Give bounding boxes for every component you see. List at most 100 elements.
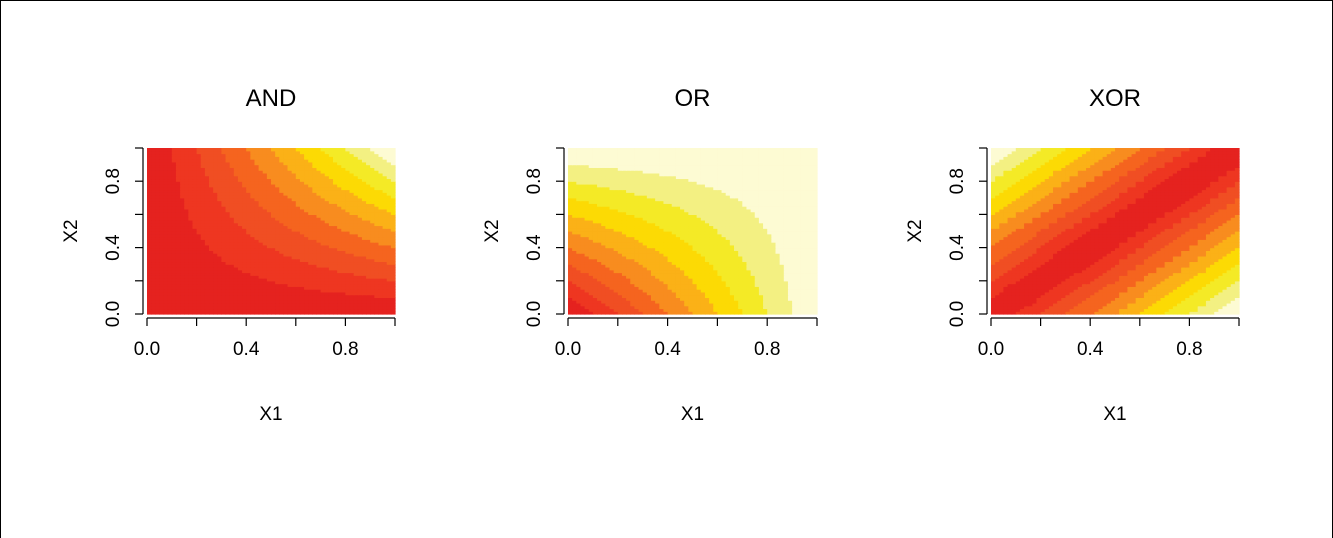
heatmap-cell (382, 305, 388, 310)
heatmap-cell (233, 203, 239, 207)
heatmap-cell (266, 192, 272, 196)
heatmap-cell (242, 175, 247, 180)
heatmap-cell (217, 275, 222, 279)
heatmap-cell (328, 305, 334, 310)
heatmap-cell (609, 305, 615, 310)
heatmap-cell (279, 244, 284, 249)
heatmap-cell (783, 289, 789, 293)
heatmap-cell (312, 150, 318, 155)
heatmap-cell (237, 278, 243, 282)
heatmap-cell (642, 300, 648, 304)
heatmap-cell (225, 289, 231, 293)
heatmap-cell (221, 219, 227, 224)
heatmap-cell (576, 269, 582, 274)
heatmap-cell (209, 264, 214, 268)
heatmap-cell (246, 297, 251, 301)
heatmap-cell (783, 280, 789, 285)
heatmap-cell (390, 200, 396, 204)
heatmap-cell (221, 280, 227, 285)
heatmap-cell (729, 272, 735, 276)
heatmap-cell (754, 269, 760, 274)
heatmap-cell (291, 181, 297, 185)
heatmap-cell (667, 275, 673, 279)
x-tick-label: 0.8 (332, 339, 358, 360)
heatmap-cell (188, 222, 194, 227)
heatmap-cell (580, 283, 586, 287)
heatmap-cell (655, 302, 660, 307)
heatmap-cell (713, 302, 718, 307)
heatmap-cell (771, 280, 777, 285)
heatmap-cell (250, 264, 256, 268)
heatmap-cell (258, 294, 264, 298)
heatmap-cell (349, 266, 355, 271)
heatmap-cell (734, 308, 739, 312)
heatmap-cell (353, 208, 359, 213)
heatmap-cell (642, 278, 648, 282)
heatmap-cell (163, 164, 169, 168)
heatmap-cell (328, 233, 334, 238)
heatmap-cell (709, 280, 714, 285)
heatmap-cell (171, 214, 177, 218)
heatmap-cell (180, 289, 185, 293)
heatmap-cell (312, 200, 318, 204)
heatmap-cell (204, 217, 210, 221)
heatmap-cell (163, 219, 169, 224)
heatmap-cell (308, 148, 313, 152)
heatmap-cell (349, 206, 355, 210)
heatmap-cell (688, 294, 694, 298)
heatmap-cell (188, 242, 194, 246)
heatmap-cell (221, 178, 227, 182)
heatmap-cell (775, 266, 781, 271)
heatmap-cell (386, 170, 392, 174)
heatmap-cell (337, 239, 342, 243)
heatmap-cell (746, 308, 752, 312)
heatmap-cell (283, 222, 289, 227)
heatmap-cell (271, 161, 276, 166)
heatmap-cell (328, 203, 334, 207)
heatmap-cell (151, 247, 156, 251)
heatmap-cell (349, 280, 355, 285)
heatmap-cell (349, 233, 355, 238)
heatmap-cell (258, 183, 264, 188)
heatmap-cell (349, 242, 355, 246)
heatmap-cell (159, 272, 165, 276)
heatmap-cell (204, 283, 210, 287)
heatmap-cell (308, 225, 313, 229)
heatmap-cell (617, 305, 623, 310)
heatmap-cell (250, 305, 256, 310)
heatmap-cell (242, 275, 247, 279)
heatmap-cell (378, 311, 384, 315)
heatmap-cell (221, 275, 227, 279)
heatmap-cell (357, 239, 363, 243)
heatmap-cell (217, 172, 222, 177)
heatmap-cell (217, 308, 222, 312)
heatmap-cell (804, 291, 810, 296)
heatmap-cell (312, 233, 318, 238)
heatmap-cell (717, 266, 723, 271)
heatmap-cell (804, 269, 810, 274)
heatmap-cell (221, 159, 227, 163)
heatmap-cell (287, 156, 293, 160)
heatmap-cell (787, 275, 793, 279)
heatmap-cell (304, 208, 309, 213)
heatmap-cell (299, 266, 305, 271)
heatmap-cell (279, 197, 284, 202)
heatmap-cell (308, 302, 313, 307)
heatmap-cell (275, 253, 280, 257)
heatmap-cell (271, 308, 276, 312)
heatmap-cell (390, 175, 396, 180)
heatmap-cell (349, 302, 355, 307)
heatmap-cell (378, 272, 384, 276)
heatmap-cell (147, 156, 152, 160)
heatmap-cell (192, 253, 198, 257)
heatmap-cell (262, 167, 268, 171)
heatmap-cell (225, 192, 231, 196)
heatmap-cell (713, 280, 718, 285)
heatmap-cell (713, 272, 718, 276)
heatmap-cell (246, 250, 251, 254)
heatmap-cell (742, 269, 748, 274)
heatmap-cell (328, 222, 334, 227)
heatmap-cell (374, 269, 380, 274)
heatmap-cell (312, 159, 318, 163)
heatmap-cell (299, 161, 305, 166)
